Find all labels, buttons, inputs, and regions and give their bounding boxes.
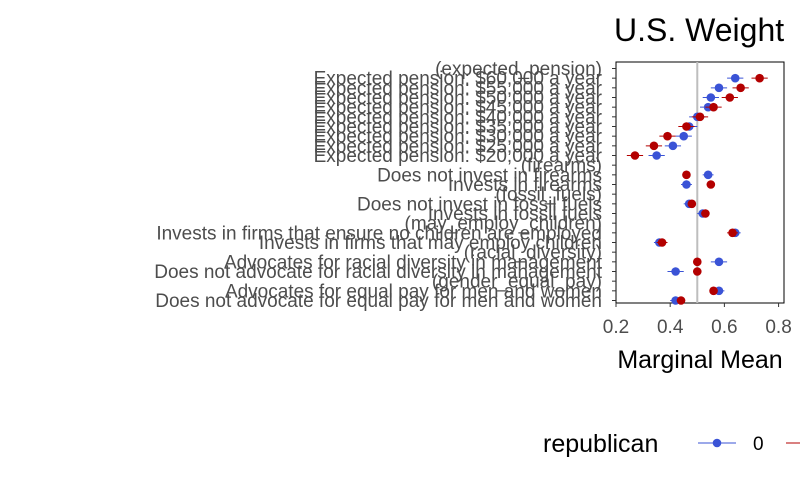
y-tick-label: Does not invest in firearms xyxy=(377,165,602,186)
data-point xyxy=(679,131,689,141)
y-tick-label: Expected pension: $45,000 a year xyxy=(314,98,603,119)
data-point xyxy=(701,209,710,218)
data-point xyxy=(663,131,672,141)
data-point xyxy=(706,180,716,189)
x-tick-label: 0.2 xyxy=(603,317,629,338)
data-point xyxy=(706,93,716,102)
data-point xyxy=(709,102,718,112)
data-point xyxy=(703,170,713,180)
y-tick-label: (expected_pension) xyxy=(435,59,602,80)
y-tick-label: Does not invest in fossil fuels xyxy=(357,194,602,215)
data-point xyxy=(657,238,667,247)
data-point xyxy=(668,141,678,151)
x-axis-title: Marginal Mean xyxy=(617,346,782,374)
data-point xyxy=(725,93,735,102)
data-point xyxy=(687,199,697,209)
y-axis-labels: (expected_pension)Expected pension: $60,… xyxy=(154,59,603,312)
legend-title: republican xyxy=(543,430,658,458)
data-point xyxy=(730,73,740,83)
y-tick-label: Expected pension: $20,000 a year xyxy=(314,146,603,167)
y-tick-label: (firearms) xyxy=(521,156,602,177)
data-point xyxy=(692,257,702,267)
x-tick-label: 0.6 xyxy=(711,317,737,338)
x-axis: 0.2 0.4 0.6 0.8 xyxy=(603,303,792,338)
data-point xyxy=(676,296,686,305)
data-point xyxy=(682,170,691,180)
data-point xyxy=(714,257,724,267)
data-point xyxy=(682,180,691,189)
data-point xyxy=(695,112,705,122)
data-point xyxy=(728,228,737,238)
y-tick-label: Does not advocate for equal pay for men … xyxy=(155,291,602,312)
chart-title: U.S. Weight xyxy=(614,12,784,48)
y-tick-label: (fossil_fuels) xyxy=(495,185,602,206)
y-tick-label: Invests in firearms xyxy=(448,175,602,196)
data-point xyxy=(736,83,745,93)
x-tick-label: 0.8 xyxy=(765,317,791,338)
y-tick-label: Invests in fossil fuels xyxy=(428,204,602,225)
data-point xyxy=(755,73,764,83)
y-tick-label: (may_employ_children) xyxy=(405,214,602,235)
data-point xyxy=(652,151,661,160)
y-tick-label: Advocates for equal pay for men and wome… xyxy=(225,281,602,302)
data-point xyxy=(692,267,702,276)
y-tick-label: Invests in firms that may employ childre… xyxy=(259,233,602,254)
series-1 xyxy=(626,73,768,305)
y-tick-label: Expected pension: $25,000 a year xyxy=(314,136,603,157)
y-tick-label: Expected pension: $40,000 a year xyxy=(314,107,603,128)
x-tick-label: 0.4 xyxy=(657,317,684,338)
data-point xyxy=(709,286,718,296)
panel-border xyxy=(615,61,785,304)
legend-label: 0 xyxy=(753,434,764,455)
legend: republican 01 xyxy=(543,430,800,458)
y-tick-label: (racial_diversity) xyxy=(464,243,602,264)
y-tick-label: Expected pension: $30,000 a year xyxy=(314,127,603,148)
plot-area xyxy=(612,61,785,305)
data-point xyxy=(649,141,659,151)
y-tick-label: Expected pension: $50,000 a year xyxy=(314,88,603,109)
y-tick-label: Expected pension: $35,000 a year xyxy=(314,117,603,138)
y-tick-label: Does not advocate for racial diversity i… xyxy=(154,262,603,283)
legend-key-point xyxy=(712,438,722,448)
data-point xyxy=(630,151,640,160)
y-tick-label: Expected pension: $55,000 a year xyxy=(314,78,603,99)
y-tick-label: Expected pension: $60,000 a year xyxy=(314,69,603,90)
data-point xyxy=(682,122,691,131)
y-tick-label: Advocates for racial diversity in manage… xyxy=(224,252,603,273)
data-point xyxy=(671,267,680,276)
y-tick-label: Invests in firms that ensure no children… xyxy=(156,223,602,244)
data-point xyxy=(714,83,724,93)
y-tick-label: (gender_equal_pay) xyxy=(432,272,602,293)
